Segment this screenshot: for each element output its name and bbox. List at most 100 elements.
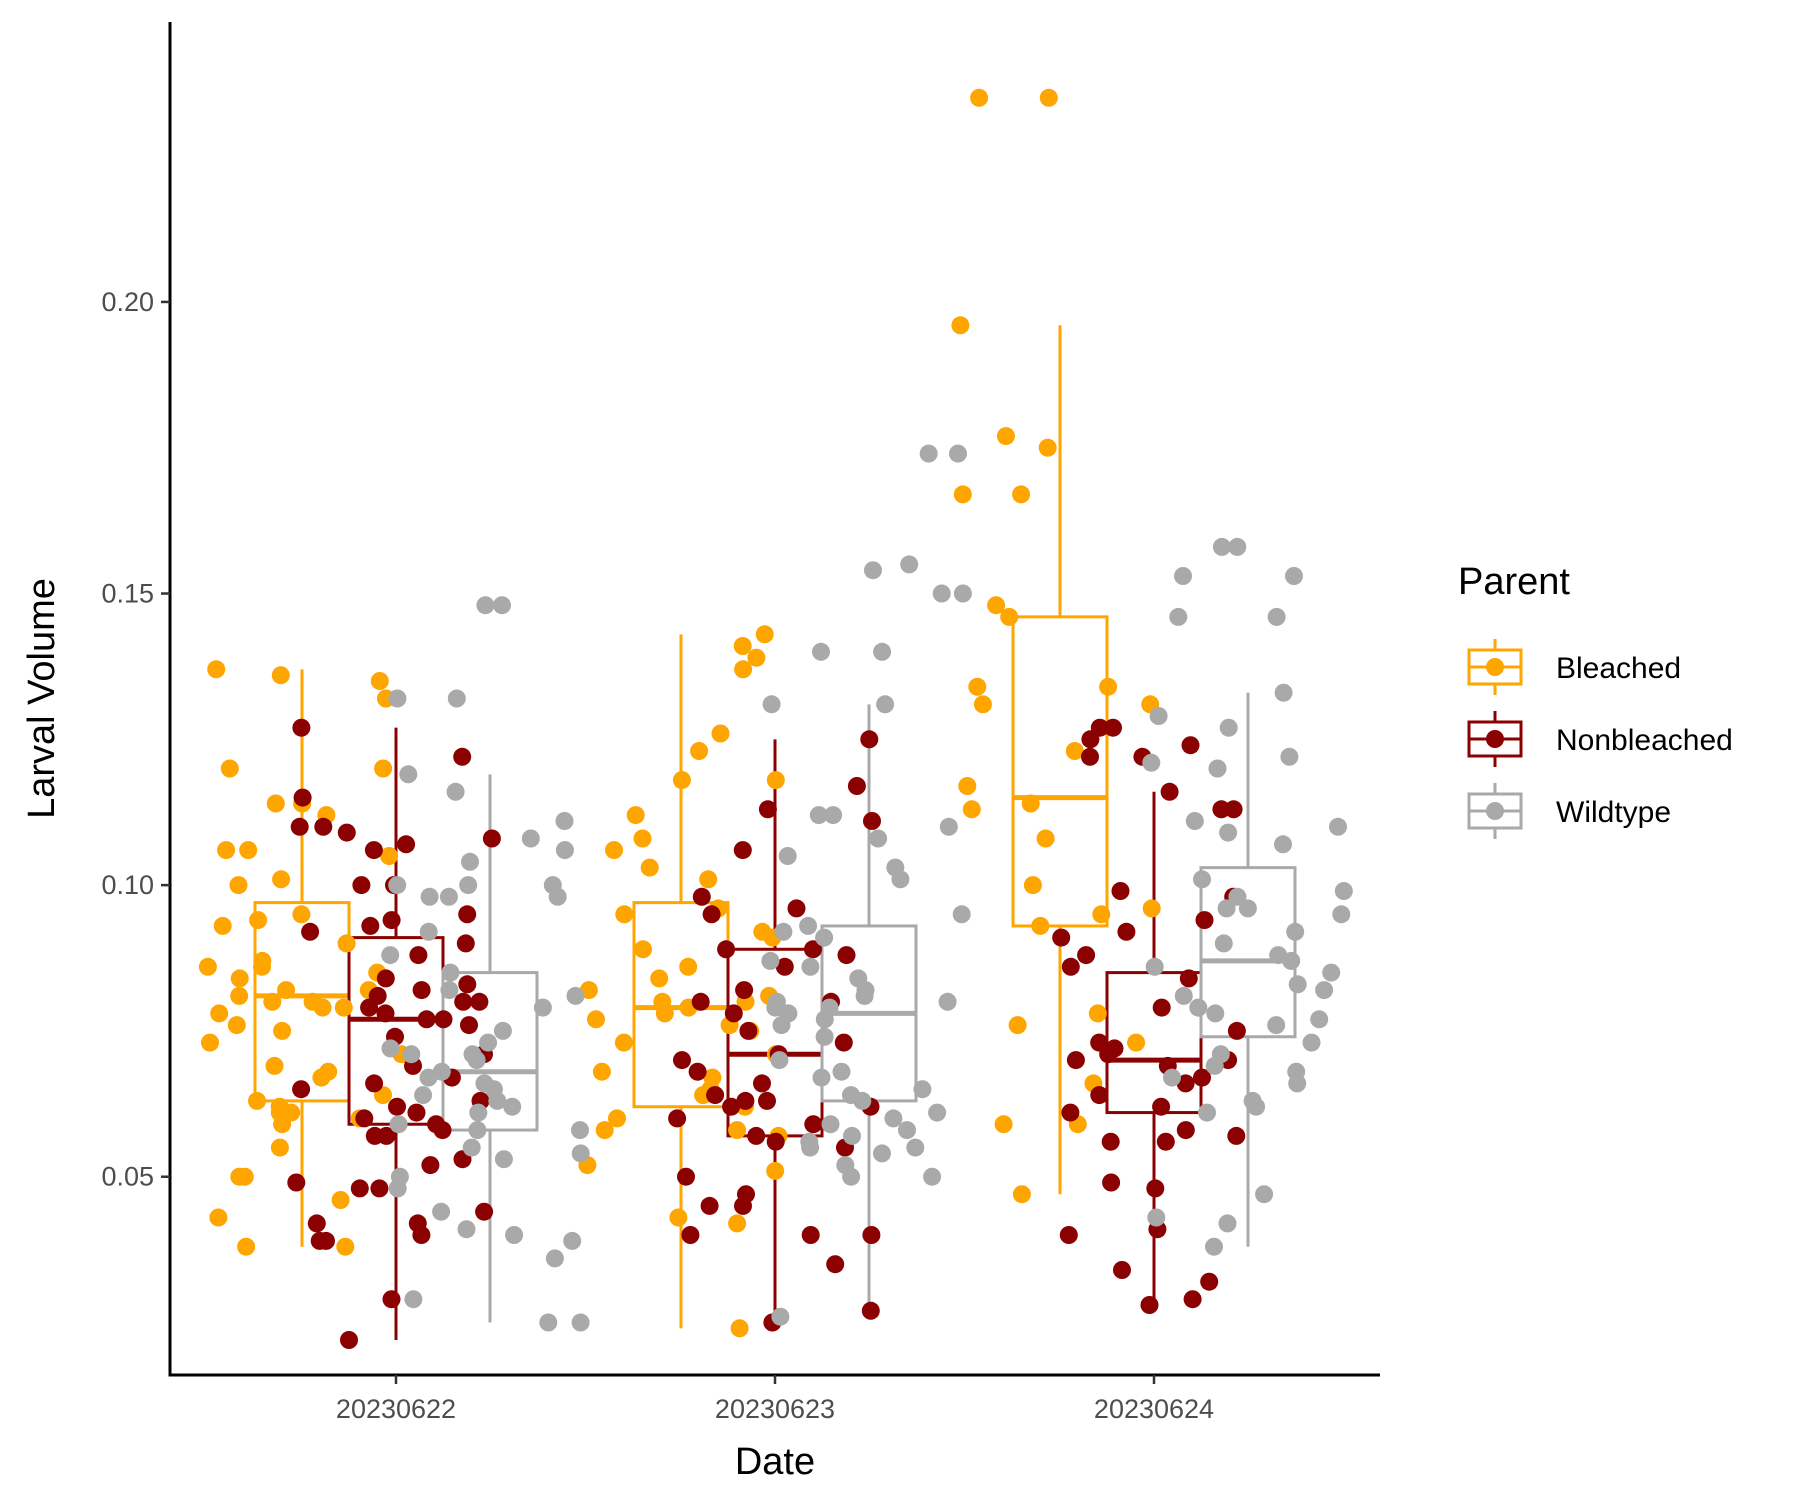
data-point bbox=[951, 316, 970, 335]
data-point bbox=[1214, 934, 1233, 953]
legend-label-bleached: Bleached bbox=[1556, 652, 1681, 685]
legend-label-wildtype: Wildtype bbox=[1556, 796, 1671, 829]
data-point bbox=[1065, 742, 1084, 760]
data-point bbox=[614, 1033, 633, 1052]
data-point bbox=[826, 1255, 845, 1274]
data-point bbox=[1255, 1185, 1274, 1204]
data-point bbox=[605, 841, 623, 860]
data-point bbox=[230, 1167, 249, 1186]
data-point bbox=[407, 1103, 426, 1122]
data-point bbox=[717, 940, 736, 959]
data-point bbox=[958, 777, 977, 795]
data-point bbox=[1288, 975, 1307, 994]
data-point bbox=[239, 841, 258, 860]
data-point bbox=[432, 1202, 451, 1221]
data-point bbox=[470, 992, 489, 1011]
data-point bbox=[404, 1290, 423, 1309]
data-point bbox=[700, 1196, 719, 1215]
data-point bbox=[928, 1103, 947, 1122]
legend: Parent Bleached Nonbleached Wildtype bbox=[1458, 561, 1733, 839]
data-point bbox=[626, 806, 645, 825]
data-point bbox=[987, 596, 1006, 615]
data-point bbox=[766, 771, 785, 790]
data-point bbox=[1193, 870, 1211, 889]
data-point bbox=[290, 817, 309, 836]
data-point bbox=[1212, 537, 1231, 556]
y-tick-label: 0.20 bbox=[101, 287, 154, 317]
data-point bbox=[595, 1121, 614, 1140]
data-point bbox=[555, 812, 574, 830]
data-point bbox=[1228, 887, 1247, 906]
data-point bbox=[365, 1126, 384, 1145]
data-point bbox=[861, 1301, 880, 1320]
data-point bbox=[1090, 1086, 1109, 1105]
data-point bbox=[1217, 899, 1236, 918]
box-bleached-20230624 bbox=[1011, 325, 1109, 1195]
data-point bbox=[812, 1068, 831, 1087]
data-point bbox=[758, 800, 777, 819]
data-point bbox=[1227, 1126, 1246, 1145]
data-point bbox=[440, 981, 459, 1000]
data-point bbox=[834, 1033, 853, 1052]
data-point bbox=[350, 1179, 369, 1198]
points-wildtype bbox=[381, 444, 1353, 1332]
legend-label-nonbleached: Nonbleached bbox=[1556, 724, 1733, 757]
data-point bbox=[1183, 1290, 1202, 1309]
data-point bbox=[1000, 607, 1019, 626]
data-point bbox=[778, 847, 797, 865]
data-point bbox=[361, 916, 380, 935]
data-point bbox=[1059, 1226, 1078, 1244]
data-point bbox=[766, 1161, 785, 1180]
data-point bbox=[1206, 1004, 1225, 1023]
data-point bbox=[1081, 747, 1099, 766]
data-point bbox=[460, 1016, 478, 1035]
data-point bbox=[271, 666, 290, 685]
data-point bbox=[724, 1004, 743, 1023]
data-point bbox=[317, 1231, 335, 1250]
data-point bbox=[1181, 736, 1200, 755]
data-point bbox=[1152, 1097, 1171, 1116]
data-point bbox=[747, 648, 766, 667]
data-point bbox=[313, 998, 332, 1017]
data-point bbox=[198, 957, 217, 976]
data-point bbox=[690, 742, 709, 760]
data-point bbox=[207, 660, 226, 679]
data-point bbox=[1021, 794, 1040, 813]
data-point bbox=[1174, 986, 1193, 1005]
data-point bbox=[1185, 812, 1204, 830]
data-point bbox=[1193, 1068, 1211, 1087]
data-point bbox=[533, 998, 552, 1017]
data-point bbox=[733, 841, 752, 860]
data-point bbox=[493, 596, 511, 615]
data-point bbox=[555, 841, 574, 860]
data-point bbox=[494, 1150, 513, 1169]
data-point bbox=[804, 1115, 823, 1134]
data-point bbox=[388, 689, 407, 708]
data-point bbox=[1052, 928, 1071, 947]
y-axis-title: Larval Volume bbox=[21, 578, 63, 819]
data-point bbox=[277, 981, 296, 1000]
data-point bbox=[312, 1068, 331, 1087]
data-point bbox=[762, 695, 781, 714]
data-point bbox=[1198, 1103, 1216, 1122]
data-point bbox=[1077, 946, 1096, 965]
data-point bbox=[706, 1086, 725, 1105]
data-point bbox=[962, 800, 981, 819]
data-point bbox=[1238, 899, 1257, 918]
data-point bbox=[1163, 1068, 1181, 1087]
data-point bbox=[728, 1214, 747, 1233]
data-point bbox=[402, 1045, 421, 1064]
data-point bbox=[1169, 607, 1188, 626]
data-point bbox=[815, 928, 834, 947]
x-tick-label: 20230623 bbox=[715, 1394, 835, 1424]
data-point bbox=[412, 1226, 431, 1244]
data-point bbox=[265, 1056, 284, 1075]
data-point bbox=[753, 1074, 771, 1093]
data-point bbox=[1142, 753, 1161, 772]
data-point bbox=[994, 1115, 1013, 1134]
x-ticks: 20230622 20230623 20230624 bbox=[336, 1375, 1214, 1424]
data-point bbox=[815, 1027, 834, 1046]
data-point bbox=[1195, 911, 1214, 930]
data-point bbox=[230, 986, 249, 1005]
